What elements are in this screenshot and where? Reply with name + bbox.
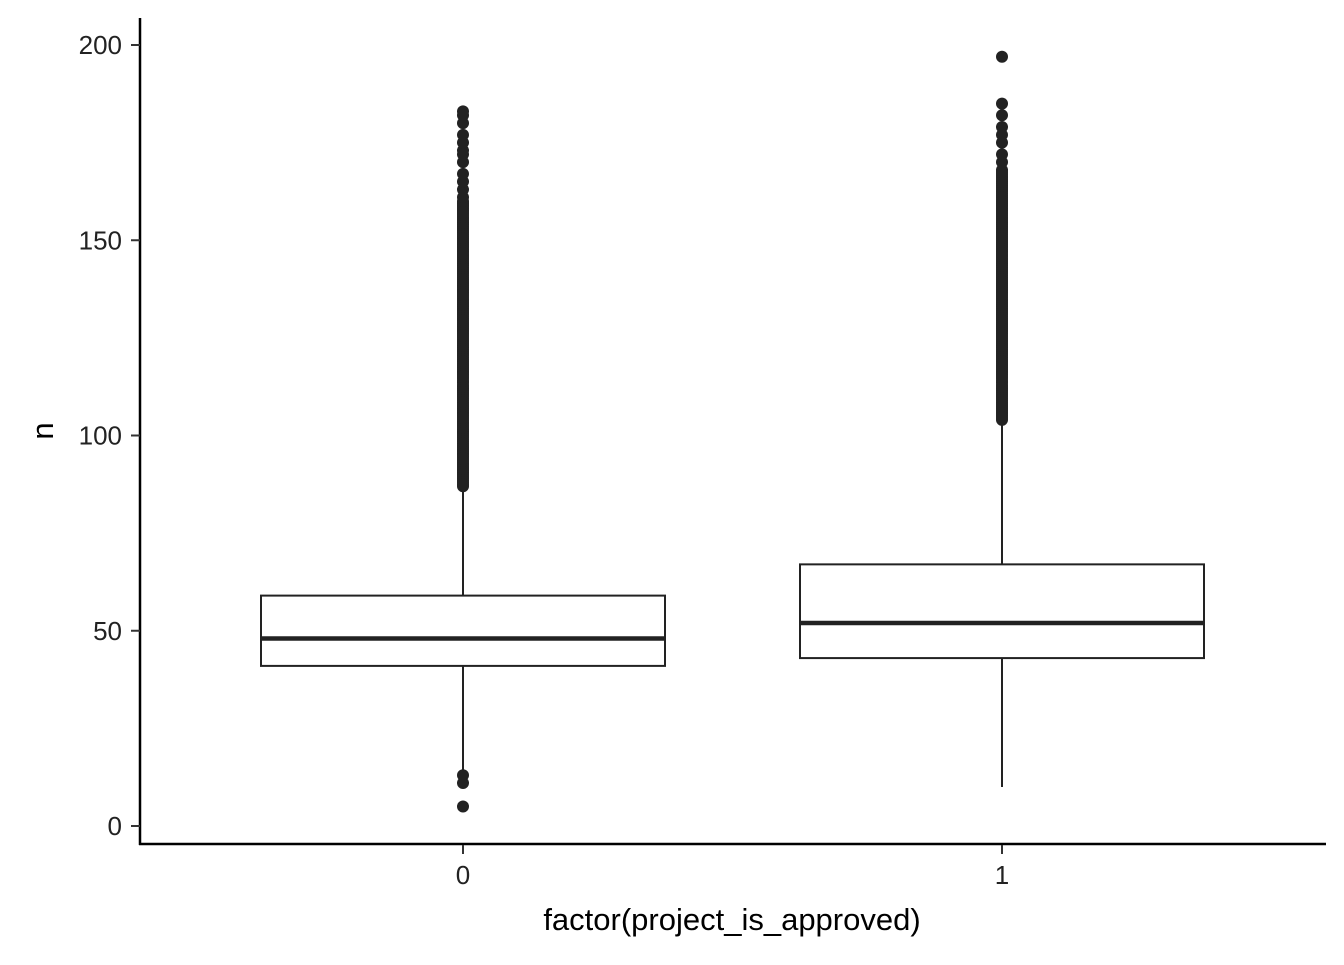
y-axis-title: n xyxy=(25,422,60,439)
x-tick-label: 1 xyxy=(995,860,1009,890)
y-ticks: 0 50 100 150 200 xyxy=(79,30,140,841)
outlier-point xyxy=(996,50,1008,63)
outlier-point xyxy=(996,109,1008,122)
box-group-0 xyxy=(260,105,666,813)
outlier-point xyxy=(457,167,469,180)
y-tick-label: 200 xyxy=(79,30,122,60)
box-group-1 xyxy=(799,50,1205,787)
outlier-point xyxy=(457,777,469,790)
y-tick-label: 100 xyxy=(79,421,122,451)
outlier-point xyxy=(457,105,469,118)
outlier-point xyxy=(457,800,469,813)
y-tick-label: 150 xyxy=(79,225,122,255)
outlier-point xyxy=(996,148,1008,161)
outlier-point xyxy=(996,97,1008,110)
y-tick-label: 50 xyxy=(93,616,122,646)
box xyxy=(799,563,1205,660)
outlier-point xyxy=(996,121,1008,134)
x-axis-title: factor(project_is_approved) xyxy=(543,902,920,937)
boxes-layer xyxy=(260,50,1205,813)
x-tick-label: 0 xyxy=(456,860,470,890)
y-tick-label: 0 xyxy=(108,811,122,841)
outlier-point xyxy=(457,128,469,141)
box xyxy=(260,594,666,667)
